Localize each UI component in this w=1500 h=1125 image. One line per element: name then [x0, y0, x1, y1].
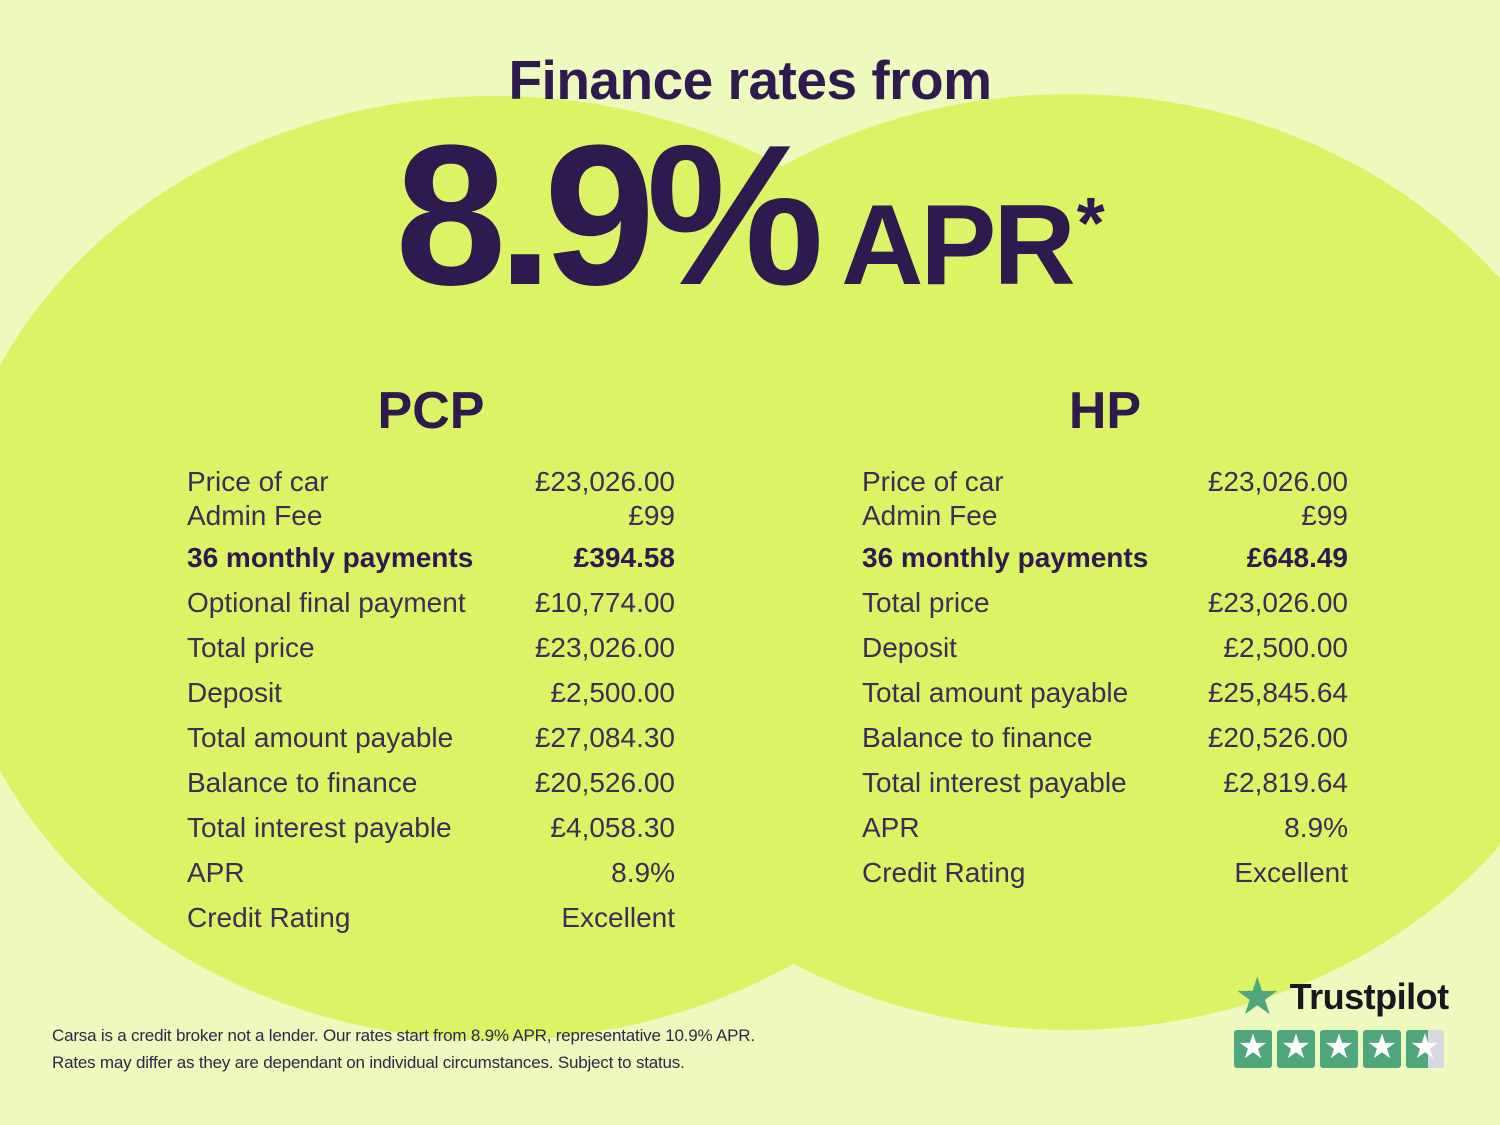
right-circle-background [530, 94, 1500, 1030]
row-value: £23,026.00 [1207, 587, 1348, 618]
hp-table-title: HP [1068, 382, 1142, 440]
headline-rate: 8.9% APR * [0, 116, 1500, 316]
table-row: Admin Fee £99 [862, 499, 1348, 533]
row-label: Balance to finance [862, 722, 1093, 753]
row-label: Price of car [862, 466, 1004, 497]
legal-disclaimer: Carsa is a credit broker not a lender. O… [52, 1022, 755, 1076]
table-row: APR 8.9% [187, 850, 675, 895]
row-label: Total interest payable [862, 767, 1127, 798]
row-label: Price of car [187, 466, 329, 497]
row-value: £394.58 [573, 542, 675, 573]
row-value: £2,500.00 [550, 677, 675, 708]
table-row: Total interest payable £4,058.30 [187, 805, 675, 850]
table-row: Total interest payable £2,819.64 [862, 760, 1348, 805]
row-label: 36 monthly payments [862, 542, 1149, 573]
trustpilot-star-box-partial: ★ [1406, 1027, 1444, 1068]
table-row: Admin Fee £99 [187, 499, 675, 533]
table-row: Total price £23,026.00 [187, 625, 675, 670]
row-label: Admin Fee [862, 499, 998, 531]
hp-table-rows: Price of car £23,026.00 Admin Fee £99 36 mon… [862, 461, 1348, 895]
row-label: Credit Rating [187, 902, 351, 933]
table-row: Balance to finance £20,526.00 [187, 760, 675, 805]
trustpilot-star-box-full: ★ [1363, 1027, 1401, 1068]
row-label: APR [187, 857, 245, 888]
table-row: Price of car £23,026.00 [862, 465, 1348, 499]
row-value: £99 [1301, 499, 1348, 531]
table-row: Optional final payment £10,774.00 [187, 580, 675, 625]
row-value: 8.9% [611, 857, 675, 888]
table-row: Credit Rating Excellent [862, 850, 1348, 895]
pcp-table-rows: Price of car £23,026.00 Admin Fee £99 36 mon… [187, 461, 675, 940]
row-value: £23,026.00 [1207, 466, 1348, 497]
row-label: Total interest payable [187, 812, 452, 843]
pcp-finance-table: PCP Price of car £23,026.00 Admin Fee £99 36… [187, 385, 675, 940]
row-label: Balance to finance [187, 767, 418, 798]
disclaimer-line-2: Rates may differ as they are dependant o… [52, 1053, 685, 1072]
table-row: APR 8.9% [862, 805, 1348, 850]
row-label: Deposit [187, 677, 282, 708]
row-value: Excellent [561, 902, 675, 933]
star-icon: ★ [1323, 1027, 1355, 1066]
star-icon: ★ [1280, 1027, 1312, 1066]
star-icon: ★ [1409, 1027, 1441, 1066]
rate-unit: APR [841, 182, 1076, 309]
banner-title: Finance rates from [508, 49, 992, 111]
row-value: £2,500.00 [1223, 632, 1348, 663]
star-icon: ★ [1237, 1027, 1269, 1066]
disclaimer-line-1: Carsa is a credit broker not a lender. O… [52, 1026, 755, 1045]
row-value: £2,819.64 [1223, 767, 1348, 798]
rate-asterisk: * [1076, 184, 1105, 264]
row-value: £20,526.00 [534, 767, 675, 798]
row-value: £23,026.00 [534, 466, 675, 497]
row-value: £27,084.30 [534, 722, 675, 753]
row-label: APR [862, 812, 920, 843]
trustpilot-brand-name: Trustpilot [1289, 976, 1450, 1018]
trustpilot-star-box-full: ★ [1234, 1027, 1272, 1068]
trustpilot-star-box-full: ★ [1320, 1027, 1358, 1068]
row-label: Deposit [862, 632, 957, 663]
table-row: Balance to finance £20,526.00 [862, 715, 1348, 760]
star-icon: ★ [1366, 1027, 1398, 1066]
row-value: £23,026.00 [534, 632, 675, 663]
row-label: Total price [862, 587, 990, 618]
trustpilot-logo: ★ Trustpilot [1234, 968, 1450, 1026]
rate-value: 8.9% [395, 104, 824, 327]
hp-finance-table: HP Price of car £23,026.00 Admin Fee £99 36 … [862, 385, 1348, 895]
trustpilot-star-box-full: ★ [1277, 1027, 1315, 1068]
row-value: £99 [628, 499, 675, 531]
table-row: 36 monthly payments £648.49 [862, 535, 1348, 580]
row-value: Excellent [1234, 857, 1348, 888]
table-row: Total amount payable £27,084.30 [187, 715, 675, 760]
trustpilot-star-rating: ★ ★ ★ ★ ★ [1234, 1027, 1446, 1068]
trustpilot-rating: ★ Trustpilot ★ ★ ★ ★ ★ [1234, 968, 1450, 1068]
row-value: £4,058.30 [550, 812, 675, 843]
table-row: Deposit £2,500.00 [187, 670, 675, 715]
table-row: Price of car £23,026.00 [187, 465, 675, 499]
table-row: Total price £23,026.00 [862, 580, 1348, 625]
row-label: Credit Rating [862, 857, 1026, 888]
row-value: £25,845.64 [1207, 677, 1348, 708]
row-value: £10,774.00 [534, 587, 675, 618]
trustpilot-star-icon: ★ [1234, 968, 1281, 1026]
row-value: £648.49 [1246, 542, 1348, 573]
row-label: Total amount payable [862, 677, 1129, 708]
row-value: 8.9% [1284, 812, 1348, 843]
row-label: Admin Fee [187, 499, 323, 531]
row-value: £20,526.00 [1207, 722, 1348, 753]
table-row: 36 monthly payments £394.58 [187, 535, 675, 580]
row-label: Total amount payable [187, 722, 454, 753]
pcp-table-title: PCP [377, 382, 485, 440]
table-row: Total amount payable £25,845.64 [862, 670, 1348, 715]
table-row: Deposit £2,500.00 [862, 625, 1348, 670]
table-row: Credit Rating Excellent [187, 895, 675, 940]
row-label: Optional final payment [187, 587, 466, 618]
row-label: Total price [187, 632, 315, 663]
row-label: 36 monthly payments [187, 542, 474, 573]
